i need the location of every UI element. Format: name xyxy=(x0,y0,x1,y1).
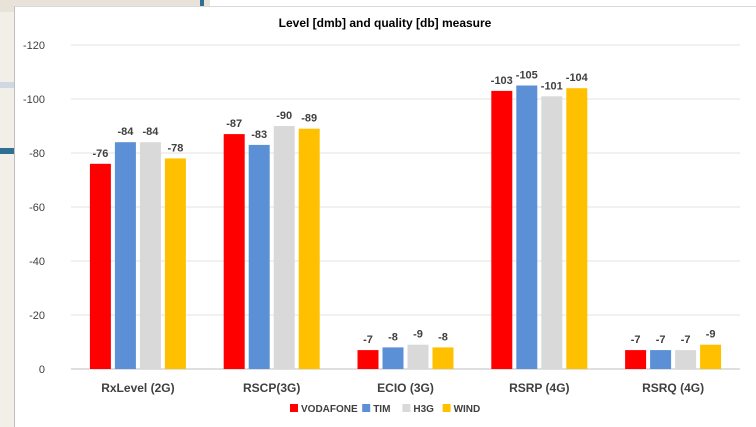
x-axis-ticks: RxLevel (2G) RSCP(3G) ECIO (3G) RSRP (4G) RS… xyxy=(101,381,704,395)
y-tick-label: -80 xyxy=(29,148,45,160)
y-tick-label: -20 xyxy=(29,310,45,322)
bar-h3g xyxy=(273,126,295,369)
background-map-edge xyxy=(200,0,204,8)
bar-vodafone xyxy=(491,90,513,370)
x-tick-label: RxLevel (2G) xyxy=(101,381,174,395)
bar-h3g xyxy=(675,350,697,369)
data-label: -89 xyxy=(301,113,317,125)
legend-label: VODAFONE xyxy=(301,404,358,415)
chart-panel: Level [dmb] and quality [db] measure 0 -2… xyxy=(14,6,756,427)
bar-wind xyxy=(432,347,454,369)
legend-swatch-h3g xyxy=(402,404,411,412)
x-tick-label: RSCP(3G) xyxy=(243,381,300,395)
bar-tim xyxy=(114,142,136,369)
y-tick-label: -40 xyxy=(29,256,45,268)
bar-h3g xyxy=(407,344,429,369)
y-tick-label: -100 xyxy=(23,94,45,106)
y-axis-ticks: 0 -20 -40 -60 -80 -100 -120 xyxy=(23,40,45,376)
bar-wind xyxy=(566,88,588,369)
y-tick-label: 0 xyxy=(39,364,45,376)
x-tick-label: RSRQ (4G) xyxy=(642,381,704,395)
data-label: -87 xyxy=(226,118,242,130)
bar-series xyxy=(89,85,722,370)
data-label: -101 xyxy=(541,80,563,92)
legend-label: TIM xyxy=(373,404,390,415)
background-map-strip xyxy=(0,0,14,427)
chart-title: Level [dmb] and quality [db] measure xyxy=(279,16,492,30)
data-label: -103 xyxy=(491,75,513,87)
bar-tim xyxy=(248,144,270,369)
bar-tim xyxy=(650,350,672,369)
legend-swatch-tim xyxy=(362,404,371,412)
bar-tim xyxy=(382,347,404,369)
data-label: -7 xyxy=(681,334,691,346)
data-label: -9 xyxy=(706,329,716,341)
bar-wind xyxy=(164,158,186,369)
data-label: -7 xyxy=(363,334,373,346)
data-label: -90 xyxy=(276,110,292,122)
y-tick-label: -60 xyxy=(29,202,45,214)
legend-swatch-vodafone xyxy=(290,404,298,412)
data-label: -83 xyxy=(251,129,267,141)
x-tick-label: RSRP (4G) xyxy=(509,381,569,395)
data-label: -7 xyxy=(631,334,641,346)
data-label: -84 xyxy=(117,126,134,138)
bar-chart: Level [dmb] and quality [db] measure 0 -2… xyxy=(23,16,740,415)
background-map-bar xyxy=(0,148,14,154)
background-map-road xyxy=(0,82,14,88)
bar-vodafone xyxy=(357,350,379,369)
bar-tim xyxy=(516,85,538,369)
data-label: -9 xyxy=(413,329,423,341)
data-label: -84 xyxy=(142,126,159,138)
bar-vodafone xyxy=(223,134,245,369)
data-label: -8 xyxy=(438,331,448,343)
legend-swatch-wind xyxy=(442,404,451,412)
legend-label: WIND xyxy=(454,404,481,415)
data-label: -105 xyxy=(516,70,538,82)
data-label: -7 xyxy=(656,334,666,346)
y-tick-label: -120 xyxy=(23,40,45,52)
data-label: -8 xyxy=(388,331,398,343)
x-tick-label: ECIO (3G) xyxy=(377,381,434,395)
bar-vodafone xyxy=(625,350,647,369)
data-labels: -76 -84 -84 -78 -87 -83 -90 -89 -7 -8 -9 -8 -103 -105… xyxy=(92,70,715,347)
bar-h3g xyxy=(541,96,563,370)
legend-label: H3G xyxy=(413,404,434,415)
bar-h3g xyxy=(139,142,161,369)
data-label: -78 xyxy=(167,142,183,154)
chart-legend: VODAFONE TIM H3G WIND xyxy=(290,404,480,415)
bar-wind xyxy=(700,344,722,369)
bar-vodafone xyxy=(89,163,111,369)
data-label: -104 xyxy=(566,72,589,84)
data-label: -76 xyxy=(92,148,108,160)
bar-wind xyxy=(298,128,320,369)
